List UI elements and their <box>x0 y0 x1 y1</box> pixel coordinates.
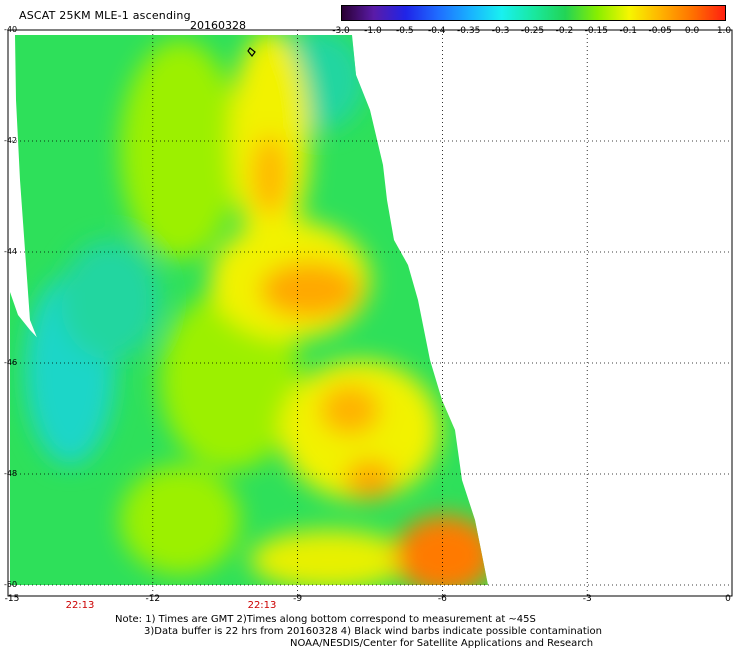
orange-core-2 <box>260 262 360 318</box>
map-date: 20160328 <box>190 19 246 32</box>
cyan-zone-2 <box>60 240 160 360</box>
latitude-label: -48 <box>4 469 18 478</box>
colorbar-tick-label: -0.3 <box>491 26 510 36</box>
longitude-label: -3 <box>582 594 592 604</box>
latitude-label: -42 <box>4 136 18 145</box>
colorbar-tick-label: -0.1 <box>619 26 638 36</box>
plot-frame <box>7 29 733 597</box>
longitude-label: -12 <box>145 594 161 604</box>
colorbar-tick-label: -0.15 <box>584 26 608 36</box>
latitude-label: -44 <box>4 247 18 256</box>
lime-zone-1 <box>120 40 240 260</box>
note-line-1: Note: 1) Times are GMT 2)Times along bot… <box>115 614 536 625</box>
colorbar-tick-label: -1.0 <box>364 26 382 36</box>
colorbar-tick-label: -0.05 <box>648 26 672 36</box>
pass-time-label: 22:13 <box>65 600 95 611</box>
orange-core-4 <box>345 460 395 500</box>
map-title: ASCAT 25KM MLE-1 ascending <box>19 9 191 22</box>
longitude-label: -6 <box>437 594 447 604</box>
latitude-label: -50 <box>4 580 18 589</box>
colorbar-tick-label: -0.2 <box>555 26 574 36</box>
colorbar-tick-label: 0.0 <box>684 26 700 36</box>
longitude-label: -9 <box>293 594 303 604</box>
colorbar-labels: -3.0 -1.0 -0.5 -0.4 -0.35 -0.3 -0.25 -0.2 -0.15 -… <box>332 26 738 38</box>
yellow-zone-4 <box>250 530 410 585</box>
colorbar-tick-label: -0.5 <box>396 26 414 36</box>
latitude-label: -46 <box>4 358 18 367</box>
longitude-label: 0 <box>725 594 731 604</box>
pass-time-label: 22:13 <box>247 600 277 611</box>
colorbar <box>341 5 726 21</box>
colorbar-tick-label: -0.35 <box>457 26 481 36</box>
grid-lines <box>7 29 733 596</box>
wind-barb-icon <box>247 47 256 57</box>
longitude-label: -15 <box>4 594 20 604</box>
orange-core-1 <box>252 135 288 215</box>
orange-core-3 <box>320 385 380 435</box>
colorbar-tick-label: 1.0 <box>716 26 732 36</box>
lime-zone-3 <box>120 465 240 575</box>
swath-field <box>10 35 488 585</box>
note-line-2: 3)Data buffer is 22 hrs from 20160328 4)… <box>144 626 602 637</box>
latitude-label: -40 <box>4 25 18 34</box>
colorbar-tick-label: -0.25 <box>520 26 545 36</box>
note-line-3: NOAA/NESDIS/Center for Satellite Applica… <box>290 638 594 649</box>
colorbar-tick-label: -3.0 <box>332 26 350 36</box>
deep-orange-core <box>395 515 488 585</box>
colorbar-tick-label: -0.4 <box>427 26 446 36</box>
